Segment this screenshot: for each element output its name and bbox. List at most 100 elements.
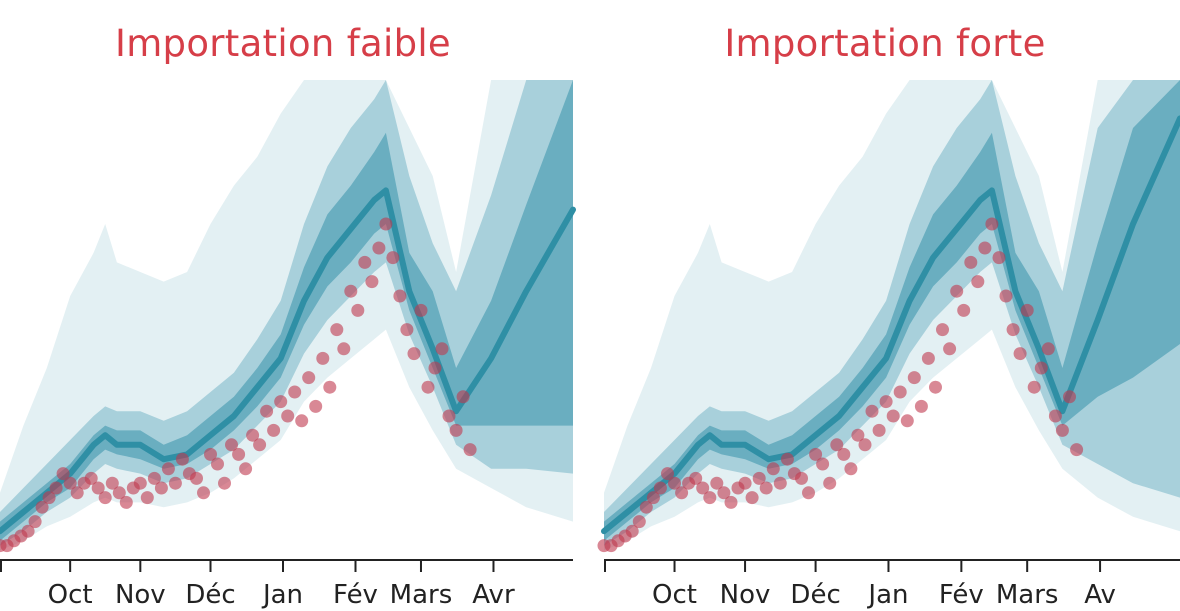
panel-importation-faible: Oct Nov Déc Jan Fév Mars Avr Importation faibl… xyxy=(0,22,576,610)
x-tick-label: Avr xyxy=(472,580,515,610)
observation-point xyxy=(49,481,63,495)
observation-point xyxy=(795,471,808,485)
observation-point xyxy=(407,347,421,361)
observation-point xyxy=(91,481,105,495)
observation-point xyxy=(133,476,147,490)
observation-point xyxy=(267,423,281,437)
band-50 xyxy=(0,80,573,541)
observation-point xyxy=(154,481,168,495)
observation-point xyxy=(661,467,674,481)
observation-point xyxy=(28,515,42,529)
observation-point xyxy=(971,275,985,289)
x-tick-label: Mars xyxy=(996,580,1059,610)
observation-point xyxy=(696,481,710,495)
observation-point xyxy=(893,385,907,399)
observation-point xyxy=(985,217,999,231)
observation-point xyxy=(428,361,442,375)
observation-point xyxy=(823,476,837,490)
observation-point xyxy=(773,476,787,490)
observation-point xyxy=(190,471,203,485)
observation-point xyxy=(302,371,316,385)
observation-point xyxy=(745,491,759,505)
observation-point xyxy=(1055,423,1069,437)
observation-point xyxy=(442,409,456,423)
observation-point xyxy=(653,481,667,495)
observation-point xyxy=(358,255,372,269)
observation-point xyxy=(197,486,210,500)
observation-point xyxy=(316,351,330,365)
chart-importation-faible: Oct Nov Déc Jan Fév Mars Avr xyxy=(0,80,576,610)
observation-point xyxy=(105,476,119,490)
observation-point xyxy=(914,399,928,413)
observation-point xyxy=(456,390,470,404)
observation-point xyxy=(675,486,689,500)
observation-point xyxy=(386,251,400,265)
observation-point xyxy=(724,495,738,509)
observation-point xyxy=(323,380,337,394)
x-tick-label: Jan xyxy=(261,580,303,610)
x-tick-label: Av xyxy=(1084,580,1116,610)
observation-point xyxy=(351,303,365,317)
observation-point xyxy=(943,342,957,356)
chart-title: Importation faible xyxy=(114,22,451,65)
x-tick-label: Fév xyxy=(333,580,378,610)
observation-point xyxy=(379,217,393,231)
median-line xyxy=(601,115,1180,535)
observation-point xyxy=(168,476,182,490)
x-tick-label: Déc xyxy=(790,580,840,610)
observation-point xyxy=(830,438,844,452)
panel-importation-forte: Oct Nov Déc Jan Fév Mars Av Importation forte xyxy=(590,0,1180,611)
observation-point xyxy=(112,486,126,500)
observation-point xyxy=(837,447,851,461)
band-80 xyxy=(604,80,1180,546)
observation-point xyxy=(204,447,217,461)
chart-importation-forte: Oct Nov Déc Jan Fév Mars Av xyxy=(597,80,1180,610)
observation-point xyxy=(1048,409,1062,423)
observation-point xyxy=(1063,390,1076,404)
observation-point xyxy=(879,395,893,409)
x-tick-label: Déc xyxy=(185,580,235,610)
observation-point xyxy=(929,380,942,394)
observation-point xyxy=(717,486,731,500)
observation-point xyxy=(63,476,77,490)
observation-point xyxy=(710,476,724,490)
observation-point xyxy=(851,428,865,442)
observation-point xyxy=(463,443,477,457)
observation-point xyxy=(330,323,344,337)
median-line xyxy=(0,187,576,535)
observation-point xyxy=(865,404,879,418)
observation-point xyxy=(309,399,323,413)
observation-point xyxy=(632,515,646,529)
observation-point xyxy=(211,457,224,471)
observation-point xyxy=(978,241,992,255)
observation-point xyxy=(780,452,794,466)
observation-point xyxy=(858,438,872,452)
observation-point xyxy=(999,289,1013,303)
x-tick-label: Jan xyxy=(866,580,908,610)
observation-point xyxy=(435,342,449,356)
observation-point xyxy=(1034,361,1048,375)
observation-point xyxy=(936,323,949,337)
observation-point xyxy=(42,491,56,505)
observation-point xyxy=(260,404,274,418)
observation-point xyxy=(253,438,267,452)
observation-point xyxy=(1020,303,1034,317)
observation-point xyxy=(802,486,815,500)
observation-point xyxy=(288,385,302,399)
observation-point xyxy=(414,303,428,317)
observation-point xyxy=(161,462,175,476)
chart-title: Importation forte xyxy=(724,22,1046,65)
observation-point xyxy=(449,423,463,437)
observation-point xyxy=(950,284,964,298)
observation-point xyxy=(992,251,1006,265)
observation-point xyxy=(752,471,766,485)
x-tick-label: Nov xyxy=(720,580,771,610)
observation-point xyxy=(921,351,935,365)
observation-point xyxy=(274,395,288,409)
observation-point xyxy=(232,447,246,461)
observation-point xyxy=(1006,323,1020,337)
observation-point xyxy=(281,409,295,423)
observation-point xyxy=(218,476,231,490)
observation-point xyxy=(1070,443,1084,457)
observation-point xyxy=(246,428,260,442)
